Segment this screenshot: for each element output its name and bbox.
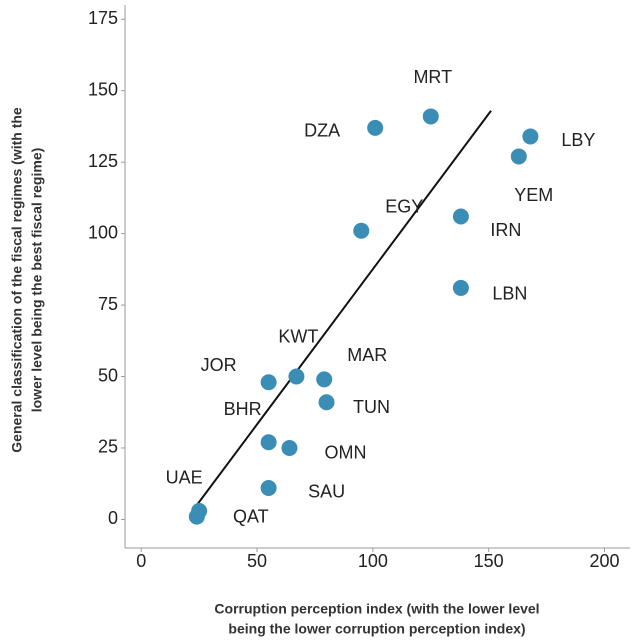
point-label: QAT <box>233 506 269 526</box>
point <box>260 434 277 451</box>
point-label: MRT <box>413 67 452 87</box>
x-tick-label: 50 <box>247 551 267 571</box>
point-label: JOR <box>201 355 237 375</box>
point-label: MAR <box>347 345 387 365</box>
x-tick-label: 150 <box>474 551 504 571</box>
point <box>281 439 298 456</box>
point-label: DZA <box>304 121 340 141</box>
point <box>510 148 527 165</box>
point <box>316 371 333 388</box>
point-label: SAU <box>308 482 345 502</box>
y-tick-label: 100 <box>88 222 118 242</box>
point <box>260 479 277 496</box>
x-axis-label: being the lower corruption perception in… <box>228 621 525 637</box>
point-label: TUN <box>353 397 390 417</box>
point-label: OMN <box>324 443 366 463</box>
y-tick-label: 50 <box>98 365 118 385</box>
point <box>522 128 539 145</box>
x-tick-label: 0 <box>136 551 146 571</box>
point <box>452 279 469 296</box>
x-tick-label: 100 <box>358 551 388 571</box>
point <box>353 222 370 239</box>
y-tick-label: 25 <box>98 437 118 457</box>
point <box>422 108 439 125</box>
trend-line <box>196 110 492 506</box>
y-tick-label: 175 <box>88 8 118 28</box>
point-label: YEM <box>514 185 553 205</box>
point-label: UAE <box>166 468 203 488</box>
point-label: KWT <box>278 326 318 346</box>
y-tick-label: 150 <box>88 79 118 99</box>
y-axis-label: General classification of the fiscal reg… <box>9 107 25 453</box>
y-tick-label: 0 <box>108 508 118 528</box>
point-label: EGY <box>385 197 423 217</box>
point <box>288 368 305 385</box>
point <box>318 394 335 411</box>
y-tick-label: 125 <box>88 151 118 171</box>
point-label: LBY <box>561 130 595 150</box>
x-tick-label: 200 <box>589 551 619 571</box>
y-tick-label: 75 <box>98 294 118 314</box>
point <box>260 374 277 391</box>
point <box>367 119 384 136</box>
y-axis-label: lower level being the best fiscal regime… <box>29 148 45 413</box>
point-label: IRN <box>490 220 521 240</box>
point <box>452 208 469 225</box>
point-label: BHR <box>224 399 262 419</box>
point-label: LBN <box>492 284 527 304</box>
x-axis-label: Corruption perception index (with the lo… <box>214 601 539 617</box>
point <box>188 508 205 525</box>
